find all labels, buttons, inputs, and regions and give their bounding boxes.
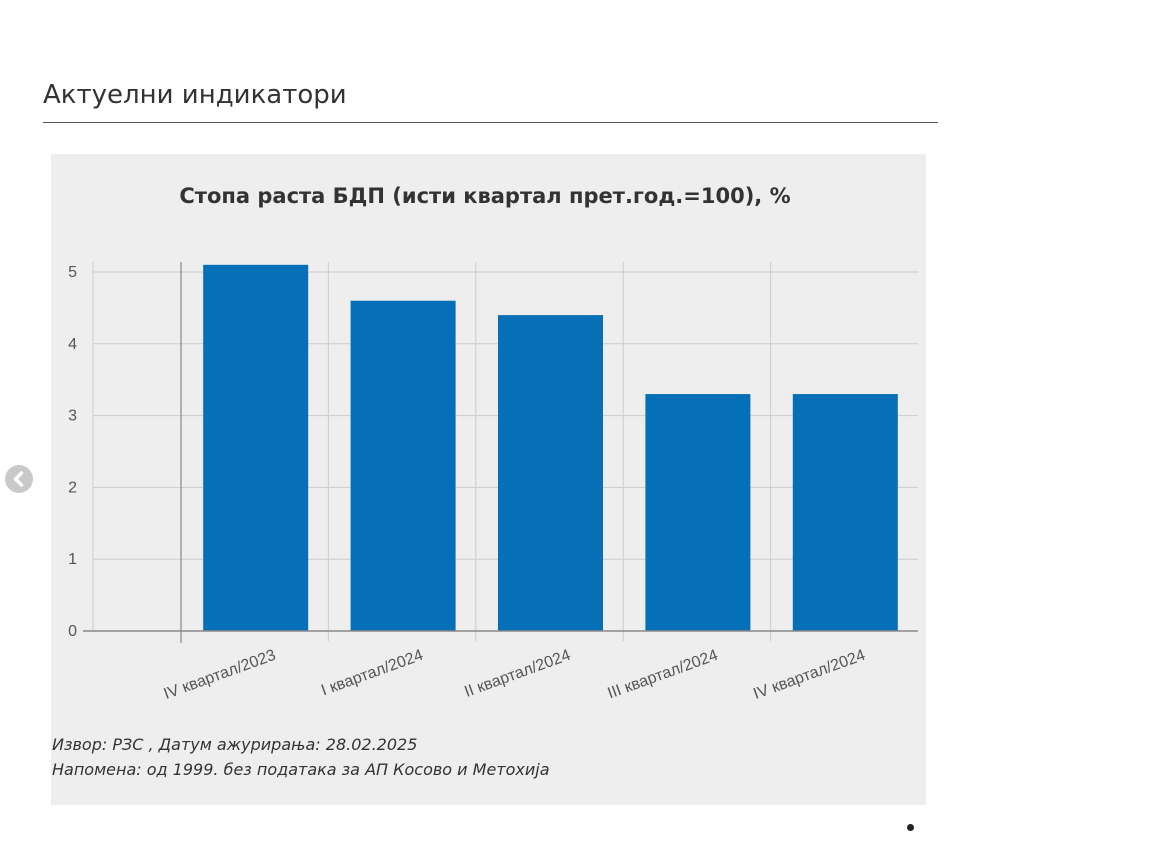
- y-tick-label: 4: [68, 336, 77, 353]
- chart-title: Стопа раста БДП (исти квартал прет.год.=…: [179, 184, 790, 208]
- remark-note: Напомена: од 1999. без података за АП Ко…: [52, 760, 550, 779]
- bar: [203, 264, 309, 631]
- x-tick-label: I квартал/2024: [319, 647, 426, 700]
- bar-chart: Стопа раста БДП (исти квартал прет.год.=…: [68, 184, 918, 703]
- carousel-pager-dot[interactable]: [907, 824, 914, 831]
- x-tick-label: III квартал/2024: [605, 647, 720, 703]
- bar: [350, 300, 456, 631]
- x-tick-label: IV квартал/2024: [751, 647, 868, 703]
- chart-slide: Стопа раста БДП (исти квартал прет.год.=…: [51, 154, 926, 805]
- source-note: Извор: РЗС , Датум ажурирања: 28.02.2025: [52, 735, 418, 754]
- x-tick-label: II квартал/2024: [462, 647, 573, 701]
- chevron-left-icon: [13, 471, 24, 487]
- bar: [498, 315, 603, 631]
- bar: [792, 394, 898, 631]
- y-tick-label: 1: [68, 551, 77, 568]
- y-tick-label: 3: [68, 408, 77, 425]
- y-tick-label: 5: [68, 264, 77, 281]
- y-tick-label: 2: [68, 479, 77, 496]
- bar: [645, 394, 751, 631]
- y-tick-label: 0: [68, 623, 77, 640]
- section-title: Актуелни индикатори: [43, 80, 347, 110]
- section-divider: [43, 122, 938, 123]
- carousel-prev-button[interactable]: [5, 465, 33, 493]
- x-tick-label: IV квартал/2023: [162, 647, 279, 703]
